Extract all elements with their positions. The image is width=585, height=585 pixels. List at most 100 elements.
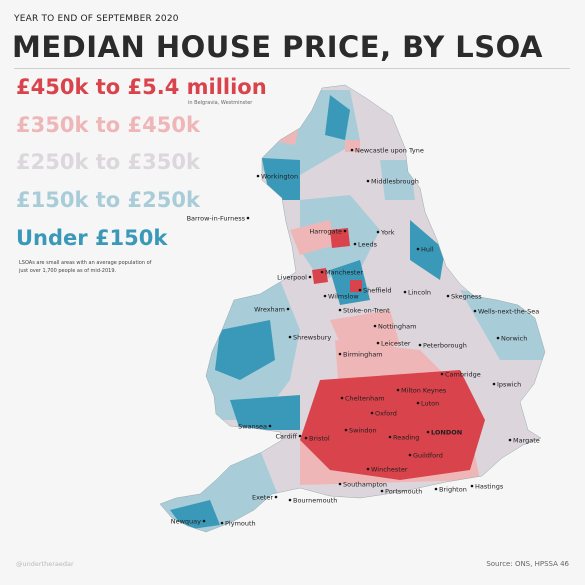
place-label-cheltenham: Cheltenham	[345, 394, 385, 402]
place-dot-hastings	[470, 484, 474, 488]
place-dot-brighton	[434, 487, 438, 491]
page-title: MEDIAN HOUSE PRICE, BY LSOA	[12, 30, 543, 64]
place-label-newquay: Newquay	[171, 517, 201, 525]
legend-item-150-250: £150k to £250k	[16, 188, 200, 212]
place-label-oxford: Oxford	[375, 409, 397, 417]
place-dot-peterborough	[418, 343, 422, 347]
place-dot-southampton	[338, 482, 342, 486]
place-label-margate: Margate	[513, 436, 540, 444]
place-label-shrewsbury: Shrewsbury	[293, 333, 331, 341]
place-dot-oxford	[370, 411, 374, 415]
place-label-skegness: Skegness	[451, 292, 482, 300]
place-dot-reading	[388, 435, 392, 439]
place-dot-swansea	[268, 424, 272, 428]
place-dot-shrewsbury	[288, 335, 292, 339]
place-dot-luton	[416, 401, 420, 405]
place-dot-wrexham	[286, 307, 290, 311]
place-dot-hull	[416, 247, 420, 251]
place-dot-winchester	[366, 467, 370, 471]
place-label-manchester: Manchester	[325, 268, 363, 276]
place-dot-milton-keynes	[396, 388, 400, 392]
place-label-exeter: Exeter	[252, 493, 273, 501]
place-dot-barrow-in-furness	[246, 216, 250, 220]
place-label-stoke-on-trent: Stoke-on-Trent	[343, 306, 390, 314]
place-label-london: LONDON	[431, 428, 462, 436]
place-dot-sheffield	[358, 288, 362, 292]
place-label-york: York	[380, 228, 395, 236]
place-dot-nottingham	[373, 324, 377, 328]
place-label-nottingham: Nottingham	[378, 322, 416, 330]
place-dot-london	[426, 430, 430, 434]
place-label-workington: Workington	[261, 172, 298, 180]
place-label-lincoln: Lincoln	[408, 288, 431, 296]
kicker: YEAR TO END OF SEPTEMBER 2020	[14, 14, 179, 24]
place-dot-wells-next-the-sea	[473, 309, 477, 313]
place-dot-ipswich	[492, 382, 496, 386]
place-label-guildford: Guildford	[413, 451, 443, 459]
place-dot-cambridge	[440, 372, 444, 376]
source-note: Source: ONS, HPSSA 46	[486, 560, 569, 568]
legend-item-250-350: £250k to £350k	[16, 150, 200, 174]
place-labels: Newcastle upon Tyne Workington Middlesbrou…	[171, 146, 540, 527]
place-label-winchester: Winchester	[371, 465, 408, 473]
place-dot-newcastle-upon-tyne	[350, 148, 354, 152]
place-label-reading: Reading	[393, 433, 419, 441]
place-label-portsmouth: Portsmouth	[385, 487, 422, 495]
place-dot-cheltenham	[340, 396, 344, 400]
place-label-peterborough: Peterborough	[423, 341, 467, 349]
place-label-leeds: Leeds	[358, 240, 378, 248]
place-dot-margate	[508, 438, 512, 442]
place-label-swansea: Swansea	[238, 422, 267, 430]
place-label-newcastle-upon-tyne: Newcastle upon Tyne	[355, 146, 424, 154]
place-label-harrogate: Harrogate	[309, 227, 342, 235]
place-dot-guildford	[408, 453, 412, 457]
place-label-barrow-in-furness: Barrow-in-Furness	[187, 214, 246, 222]
place-label-norwich: Norwich	[501, 334, 527, 342]
place-dot-skegness	[446, 294, 450, 298]
place-label-southampton: Southampton	[343, 480, 387, 488]
place-label-cambridge: Cambridge	[445, 370, 481, 378]
place-dot-norwich	[496, 336, 500, 340]
legend-sub-note: in Belgravia, Westminster	[188, 100, 253, 106]
place-label-wrexham: Wrexham	[254, 305, 285, 313]
place-label-swindon: Swindon	[349, 426, 377, 434]
place-dot-middlesbrough	[366, 179, 370, 183]
place-dot-stoke-on-trent	[338, 308, 342, 312]
place-label-brighton: Brighton	[439, 485, 467, 493]
place-dot-harrogate	[343, 229, 347, 233]
place-label-cardiff: Cardiff	[276, 432, 298, 440]
place-dot-birmingham	[338, 352, 342, 356]
place-label-ipswich: Ipswich	[497, 380, 521, 388]
place-label-liverpool: Liverpool	[277, 273, 307, 281]
title-divider	[14, 68, 570, 69]
place-dot-lincoln	[403, 290, 407, 294]
place-dot-york	[376, 230, 380, 234]
place-dot-exeter	[274, 495, 278, 499]
place-dot-cardiff	[298, 434, 302, 438]
place-label-luton: Luton	[421, 399, 439, 407]
place-label-milton-keynes: Milton Keynes	[401, 386, 447, 394]
place-dot-bristol	[304, 436, 308, 440]
place-label-leicester: Leicester	[381, 339, 411, 347]
place-label-wells-next-the-sea: Wells-next-the-Sea	[478, 307, 539, 315]
place-label-bristol: Bristol	[309, 434, 330, 442]
place-dot-bournemouth	[288, 498, 292, 502]
place-label-hastings: Hastings	[475, 482, 504, 490]
credit: @undertheraedar	[16, 560, 74, 568]
place-dot-leeds	[353, 242, 357, 246]
place-label-middlesbrough: Middlesbrough	[371, 177, 419, 185]
place-dot-liverpool	[308, 275, 312, 279]
place-dot-swindon	[344, 428, 348, 432]
legend-item-350-450: £350k to £450k	[16, 113, 200, 137]
lsoa-note: LSOAs are small areas with an average po…	[19, 260, 152, 274]
place-dot-manchester	[320, 270, 324, 274]
place-label-sheffield: Sheffield	[363, 286, 391, 294]
legend-item-top: £450k to £5.4 million	[16, 75, 267, 99]
place-dot-portsmouth	[380, 489, 384, 493]
place-dot-plymouth	[220, 521, 224, 525]
place-dot-wilmslow	[323, 294, 327, 298]
place-label-bournemouth: Bournemouth	[293, 496, 337, 504]
place-label-plymouth: Plymouth	[225, 519, 256, 527]
